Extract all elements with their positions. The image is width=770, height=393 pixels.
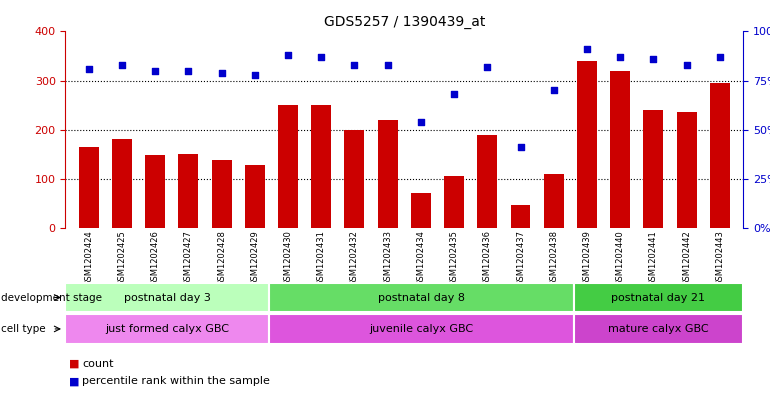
Bar	[574, 314, 743, 344]
Text: GSM1202440: GSM1202440	[616, 230, 624, 286]
Text: count: count	[82, 358, 114, 369]
Bar	[212, 160, 232, 228]
Bar	[344, 130, 364, 228]
Text: juvenile calyx GBC: juvenile calyx GBC	[369, 324, 474, 334]
Bar	[710, 83, 730, 228]
Point	[381, 62, 393, 68]
Bar	[574, 283, 743, 312]
Bar	[411, 193, 431, 228]
Bar	[511, 205, 531, 228]
Point	[82, 66, 95, 72]
Text: postnatal day 21: postnatal day 21	[611, 293, 705, 303]
Text: GSM1202443: GSM1202443	[715, 230, 725, 286]
Text: just formed calyx GBC: just formed calyx GBC	[105, 324, 229, 334]
Point	[714, 54, 726, 60]
Text: cell type: cell type	[1, 324, 45, 334]
Bar	[65, 314, 269, 344]
Bar	[179, 154, 199, 228]
Bar	[610, 71, 630, 228]
Bar	[79, 147, 99, 228]
Point	[547, 87, 560, 94]
Point	[182, 68, 195, 74]
Text: GSM1202428: GSM1202428	[217, 230, 226, 286]
Text: GSM1202442: GSM1202442	[682, 230, 691, 286]
Text: GSM1202437: GSM1202437	[516, 230, 525, 286]
Text: GSM1202429: GSM1202429	[250, 230, 259, 286]
Bar	[377, 120, 397, 228]
Text: GSM1202426: GSM1202426	[151, 230, 159, 286]
Text: ■: ■	[69, 358, 80, 369]
Text: GSM1202441: GSM1202441	[649, 230, 658, 286]
Point	[481, 64, 494, 70]
Point	[415, 119, 427, 125]
Title: GDS5257 / 1390439_at: GDS5257 / 1390439_at	[323, 15, 485, 29]
Point	[282, 52, 294, 58]
Bar	[65, 283, 269, 312]
Bar	[269, 283, 574, 312]
Point	[514, 144, 527, 151]
Point	[648, 56, 660, 62]
Point	[614, 54, 626, 60]
Text: GSM1202432: GSM1202432	[350, 230, 359, 286]
Bar	[544, 174, 564, 228]
Point	[116, 62, 128, 68]
Point	[581, 46, 593, 52]
Text: GSM1202424: GSM1202424	[84, 230, 93, 286]
Point	[149, 68, 161, 74]
Text: ■: ■	[69, 376, 80, 386]
Text: postnatal day 3: postnatal day 3	[124, 293, 210, 303]
Point	[216, 70, 228, 76]
Bar	[444, 176, 464, 228]
Bar	[146, 155, 165, 228]
Text: GSM1202431: GSM1202431	[316, 230, 326, 286]
Bar	[269, 314, 574, 344]
Point	[681, 62, 693, 68]
Text: GSM1202438: GSM1202438	[549, 230, 558, 286]
Text: GSM1202425: GSM1202425	[117, 230, 126, 286]
Point	[249, 72, 261, 78]
Text: GSM1202434: GSM1202434	[417, 230, 425, 286]
Text: GSM1202427: GSM1202427	[184, 230, 192, 286]
Bar	[311, 105, 331, 228]
Point	[348, 62, 360, 68]
Bar	[677, 112, 697, 228]
Text: GSM1202439: GSM1202439	[582, 230, 591, 286]
Point	[448, 91, 460, 97]
Text: GSM1202433: GSM1202433	[383, 230, 392, 286]
Text: postnatal day 8: postnatal day 8	[378, 293, 464, 303]
Text: mature calyx GBC: mature calyx GBC	[608, 324, 708, 334]
Text: development stage: development stage	[1, 292, 102, 303]
Text: GSM1202436: GSM1202436	[483, 230, 492, 286]
Text: percentile rank within the sample: percentile rank within the sample	[82, 376, 270, 386]
Point	[315, 54, 327, 60]
Bar	[477, 134, 497, 228]
Bar	[644, 110, 663, 228]
Bar	[112, 139, 132, 228]
Bar	[577, 61, 597, 228]
Bar	[245, 165, 265, 228]
Text: GSM1202435: GSM1202435	[450, 230, 459, 286]
Bar	[278, 105, 298, 228]
Text: GSM1202430: GSM1202430	[283, 230, 293, 286]
